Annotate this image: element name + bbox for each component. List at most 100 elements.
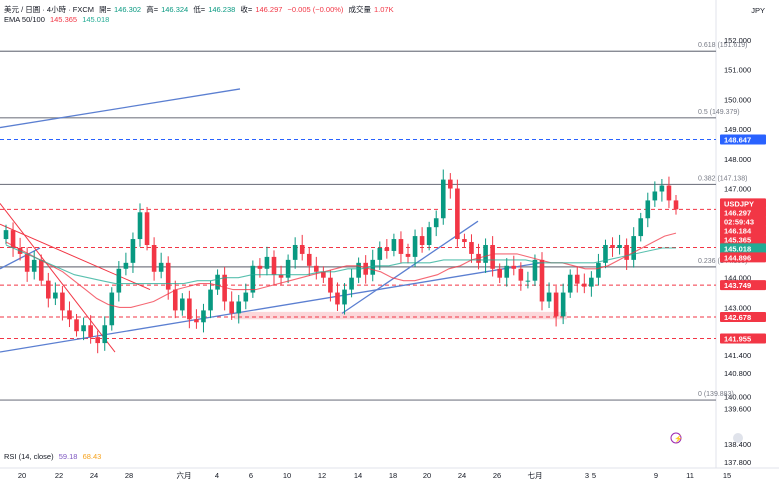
candle-body — [532, 259, 538, 281]
high-label: 高= — [146, 5, 159, 14]
candle-body — [419, 236, 425, 245]
candle-body — [574, 274, 580, 284]
x-tick-label: 20 — [18, 471, 26, 480]
candle-body — [610, 245, 615, 248]
lightning-icon — [670, 432, 682, 444]
candle-body — [405, 253, 411, 257]
candle-body — [31, 259, 37, 272]
fib-level-label: 0.382 (147.138) — [698, 175, 747, 182]
rsi-value-2: 68.43 — [82, 452, 102, 461]
price-axis-label: 143.749 — [724, 281, 751, 290]
x-tick-label: 14 — [354, 471, 362, 480]
y-tick-label: 144.000 — [724, 274, 751, 283]
x-tick-label: 六月 — [177, 470, 192, 480]
candle-body — [102, 325, 108, 344]
candle-body — [38, 259, 44, 281]
candle-body — [490, 245, 495, 269]
change-value: −0.005 (−0.00%) — [287, 5, 344, 14]
candle-body — [539, 259, 545, 302]
candle-body — [328, 277, 333, 293]
candle-body — [137, 212, 143, 240]
candle-body — [617, 245, 622, 248]
volume-value: 1.07K — [374, 5, 394, 14]
price-axis-label-bg — [720, 198, 766, 209]
candle-body — [673, 200, 679, 210]
ema100-value: 145.018 — [82, 15, 110, 24]
candle-body — [596, 262, 601, 278]
price-axis-label-bg — [720, 243, 766, 254]
candle-body — [285, 259, 291, 278]
candle-body — [363, 262, 368, 275]
y-tick-label: 141.400 — [724, 351, 751, 360]
candle-body — [257, 265, 263, 269]
symbol-legend: 美元 / 日圓 · 4小時 · FXCM 開= 146.302 高= 146.324… — [4, 4, 397, 15]
y-tick-label: 139.600 — [724, 404, 751, 413]
candle-body — [384, 247, 390, 251]
candle-body — [264, 256, 270, 269]
price-axis-label: 142.678 — [724, 313, 751, 322]
currency-label: JPY — [751, 6, 765, 15]
candle-body — [53, 292, 58, 299]
price-axis-label-bg — [720, 252, 766, 263]
candle-body — [3, 230, 9, 240]
candle-body — [525, 280, 531, 282]
candle-body — [314, 265, 319, 272]
candle-body — [638, 218, 644, 237]
candle-body — [426, 227, 432, 245]
price-axis-label: 146.184 — [724, 226, 752, 235]
x-tick-label: 15 — [723, 471, 731, 480]
candle-body — [215, 274, 220, 290]
candle-body — [24, 253, 30, 272]
price-axis-label-bg — [720, 216, 766, 227]
candle-body — [299, 245, 305, 254]
price-axis-label: 146.297 — [724, 208, 751, 217]
candle-body — [236, 301, 242, 314]
candle-body — [504, 265, 510, 278]
candle-body — [250, 265, 256, 293]
rsi-value-1: 59.18 — [58, 452, 78, 461]
candle-body — [603, 245, 608, 263]
x-tick-label: 5 — [592, 471, 596, 480]
low-label: 低= — [193, 5, 206, 14]
fib-level-label: 0 (139.883) — [698, 391, 734, 398]
candle-body — [589, 277, 594, 287]
rsi-label: RSI (14, close) — [4, 452, 54, 461]
y-tick-label: 138.400 — [724, 440, 751, 449]
candle-body — [440, 179, 446, 219]
y-tick-label: 140.800 — [724, 369, 751, 378]
price-axis-label-bg — [720, 134, 766, 145]
candle-body — [497, 268, 502, 278]
candle-body — [666, 185, 672, 201]
price-axis-label-bg — [720, 333, 766, 344]
price-axis-label-bg — [720, 225, 766, 236]
y-tick-label: 149.000 — [724, 125, 751, 134]
x-tick-label: 20 — [423, 471, 431, 480]
x-tick-label: 24 — [90, 471, 98, 480]
price-axis-label-bg — [720, 311, 766, 322]
channel-line-upper — [0, 203, 116, 353]
lightning-icon-glyph: ⚡ — [674, 434, 683, 443]
candle-body — [201, 310, 206, 323]
candle-body — [46, 280, 51, 299]
candle-body — [349, 277, 354, 290]
candle-body — [335, 292, 340, 305]
candle-body — [582, 283, 587, 287]
x-tick-label: 18 — [389, 471, 397, 480]
candle-body — [391, 239, 397, 251]
ema-legend: EMA 50/100 145.365 145.018 — [4, 15, 112, 24]
candle-body — [659, 185, 665, 192]
candle-body — [88, 325, 93, 338]
open-label: 開= — [99, 5, 111, 14]
candle-body — [624, 245, 629, 260]
symbol-title: 美元 / 日圓 · 4小時 · FXCM — [4, 5, 94, 14]
candle-body — [208, 289, 213, 311]
candle-body — [469, 242, 474, 254]
y-tick-label: 148.000 — [724, 155, 751, 164]
candle-body — [229, 301, 234, 314]
candle-body — [109, 292, 115, 326]
ema50-value: 145.365 — [49, 15, 78, 24]
candle-body — [292, 245, 298, 260]
price-axis-label-bg — [720, 280, 766, 291]
